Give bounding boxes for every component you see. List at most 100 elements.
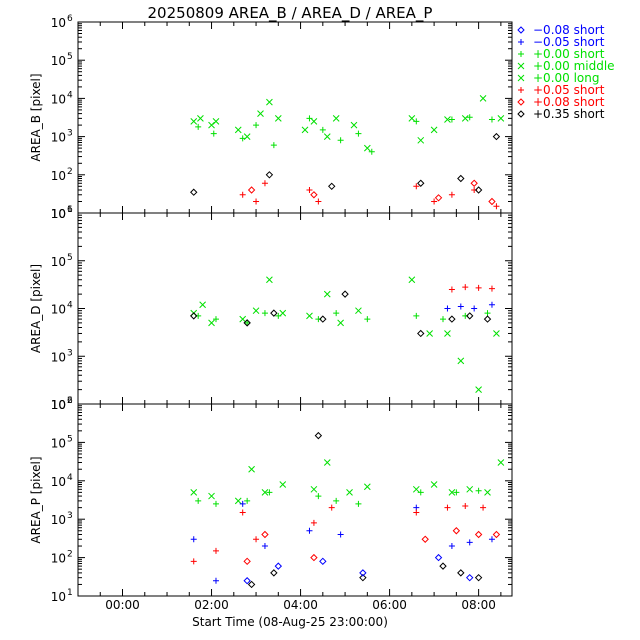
- y-tick-label: 10: [51, 590, 66, 604]
- legend-entry: +0.35 short: [517, 107, 605, 121]
- legend-label: +0.00 long: [533, 71, 600, 85]
- y-tick-label: 10: [51, 513, 66, 527]
- y-tick-label: 10: [51, 475, 66, 489]
- point: [244, 319, 251, 326]
- point: [261, 180, 268, 187]
- point: [444, 330, 451, 337]
- point: [475, 487, 482, 494]
- y-tick-exponent: 3: [67, 348, 73, 358]
- point: [444, 305, 451, 312]
- point: [346, 489, 353, 496]
- legend-label: +0.35 short: [533, 107, 605, 121]
- point: [439, 562, 447, 570]
- point: [462, 503, 469, 510]
- legend-entry: −0.05 short: [518, 35, 605, 49]
- point: [208, 121, 215, 129]
- point: [359, 569, 367, 577]
- point: [470, 179, 478, 187]
- point: [190, 312, 198, 320]
- point: [413, 312, 420, 319]
- plot-frame: [77, 21, 513, 214]
- point: [212, 577, 219, 584]
- point: [208, 492, 215, 500]
- x-tick-label: 06:00: [372, 598, 407, 612]
- y-tick-label: 10: [51, 398, 66, 412]
- point: [364, 316, 371, 323]
- point: [492, 132, 501, 141]
- legend-label: −0.08 short: [533, 23, 605, 37]
- point: [243, 557, 251, 566]
- point: [474, 530, 483, 539]
- point: [413, 509, 420, 516]
- point: [359, 573, 367, 582]
- legend-label: +0.05 short: [533, 83, 605, 97]
- point: [457, 357, 465, 365]
- point: [417, 136, 425, 144]
- point: [212, 316, 219, 323]
- y-axis-label: AREA_D [pixel]: [29, 264, 43, 353]
- point: [475, 386, 482, 393]
- point: [421, 535, 429, 543]
- point: [337, 531, 344, 538]
- point: [239, 191, 246, 198]
- y-axis-label: AREA_B [pixel]: [29, 73, 43, 161]
- point: [448, 286, 455, 293]
- y-tick-label: 10: [51, 207, 66, 221]
- point: [248, 465, 255, 473]
- legend-entry: +0.00 short: [518, 47, 605, 61]
- y-tick-label: 10: [51, 552, 66, 566]
- point: [413, 118, 420, 125]
- point: [239, 509, 246, 516]
- point: [448, 191, 455, 198]
- x-tick-label: 00:00: [105, 598, 140, 612]
- point: [266, 98, 273, 106]
- y-tick-label: 10: [51, 16, 66, 30]
- point: [199, 301, 206, 309]
- point: [413, 183, 420, 190]
- point: [466, 114, 473, 121]
- point: [444, 116, 451, 123]
- point: [247, 186, 256, 194]
- point: [239, 500, 246, 507]
- point: [208, 319, 215, 327]
- point: [266, 489, 273, 496]
- point: [488, 536, 495, 543]
- point: [310, 485, 318, 493]
- point: [328, 504, 335, 511]
- chart-title: 20250809 AREA_B / AREA_D / AREA_P: [148, 4, 433, 23]
- point: [328, 182, 336, 191]
- point: [493, 330, 500, 337]
- point: [363, 144, 371, 152]
- y-tick-exponent: 5: [67, 434, 73, 444]
- point: [314, 431, 323, 440]
- x-axis-label: Start Time (08-Aug-25 23:00:00): [192, 615, 388, 629]
- point: [408, 276, 416, 284]
- point: [270, 569, 278, 577]
- legend-entry: +0.05 short: [518, 83, 605, 97]
- point: [332, 115, 340, 122]
- point: [253, 198, 260, 205]
- point: [448, 315, 456, 323]
- point: [492, 530, 501, 539]
- x-tick-label: 08:00: [461, 598, 496, 612]
- point: [368, 148, 375, 155]
- y-tick-label: 10: [51, 436, 66, 450]
- point: [306, 312, 313, 320]
- point: [195, 123, 202, 130]
- point: [448, 116, 455, 123]
- point: [488, 285, 495, 292]
- point: [484, 310, 491, 317]
- point: [310, 553, 318, 562]
- y-tick-exponent: 4: [67, 90, 73, 100]
- point: [239, 135, 246, 142]
- point: [434, 194, 443, 202]
- point: [466, 539, 473, 546]
- point: [315, 493, 322, 500]
- point: [484, 489, 491, 496]
- point: [212, 118, 220, 125]
- y-tick-exponent: 6: [67, 205, 73, 215]
- point: [323, 133, 331, 140]
- legend-label: −0.05 short: [533, 35, 605, 49]
- y-tick-label: 10: [51, 303, 66, 317]
